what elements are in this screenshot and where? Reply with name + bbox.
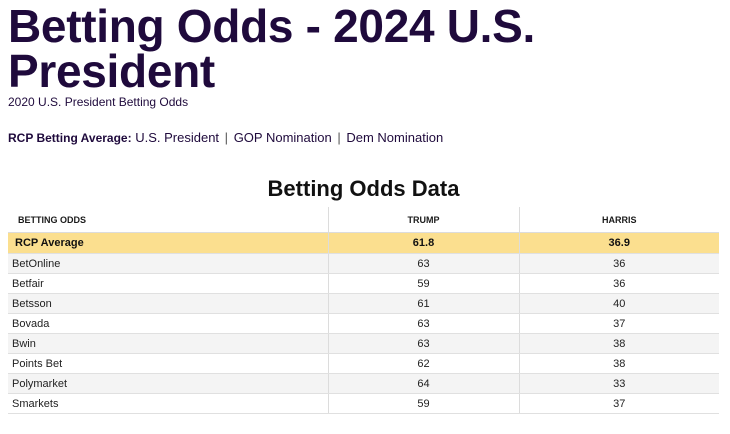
row-name: RCP Average [8,232,328,254]
harris-value: 33 [518,373,719,394]
page-subtitle: 2020 U.S. President Betting Odds [8,95,189,109]
row-name: Points Bet [8,353,328,374]
link-gop-nomination[interactable]: GOP Nomination [233,130,332,145]
table-title: Betting Odds Data [267,176,460,201]
table-row: Polymarket 64 33 [8,373,719,394]
row-name: BetOnline [8,253,328,274]
trump-value: 61 [327,293,519,314]
rcp-average-label: RCP Betting Average: [8,131,132,145]
table-row: Bovada 63 37 [8,313,719,334]
row-name: Bwin [8,333,328,354]
table-row: Points Bet 62 38 [8,353,719,374]
trump-value: 63 [327,313,519,334]
harris-value: 36.9 [518,232,719,254]
trump-value: 63 [327,253,519,274]
page-title: Betting Odds - 2024 U.S. President [8,0,536,97]
row-name: Betsson [8,293,328,314]
table-row: Betsson 61 40 [8,293,719,314]
row-name: Betfair [8,273,328,294]
harris-value: 36 [518,273,719,294]
row-name: Smarkets [8,393,328,414]
link-dem-nomination[interactable]: Dem Nomination [346,130,444,145]
row-name: Bovada [8,313,328,334]
table-row: Bwin 63 38 [8,333,719,354]
trump-value: 62 [327,353,519,374]
table-row: Betfair 59 36 [8,273,719,294]
trump-value: 61.8 [327,232,519,254]
trump-value: 64 [327,373,519,394]
rcp-average-nav: RCP Betting Average: U.S. President | GO… [8,130,443,145]
trump-value: 59 [327,273,519,294]
header-betting-odds[interactable]: Betting Odds [8,207,328,233]
table-row: Smarkets 59 37 [8,393,719,414]
harris-value: 36 [518,253,719,274]
rcp-average-row: RCP Average 61.8 36.9 [8,232,719,254]
harris-value: 37 [518,313,719,334]
link-us-president[interactable]: U.S. President [135,130,220,145]
trump-value: 63 [327,333,519,354]
harris-value: 37 [518,393,719,414]
betting-odds-table: Betting Odds Trump Harris RCP Average 61… [8,207,719,414]
trump-value: 59 [327,393,519,414]
nav-separator: | [337,130,341,145]
nav-separator: | [224,130,229,145]
harris-value: 38 [518,353,719,374]
table-row: BetOnline 63 36 [8,253,719,274]
harris-value: 40 [518,293,719,314]
header-harris[interactable]: Harris [518,207,719,233]
harris-value: 38 [518,333,719,354]
header-trump[interactable]: Trump [327,207,519,233]
table-header-row: Betting Odds Trump Harris [8,207,719,233]
row-name: Polymarket [8,373,328,394]
